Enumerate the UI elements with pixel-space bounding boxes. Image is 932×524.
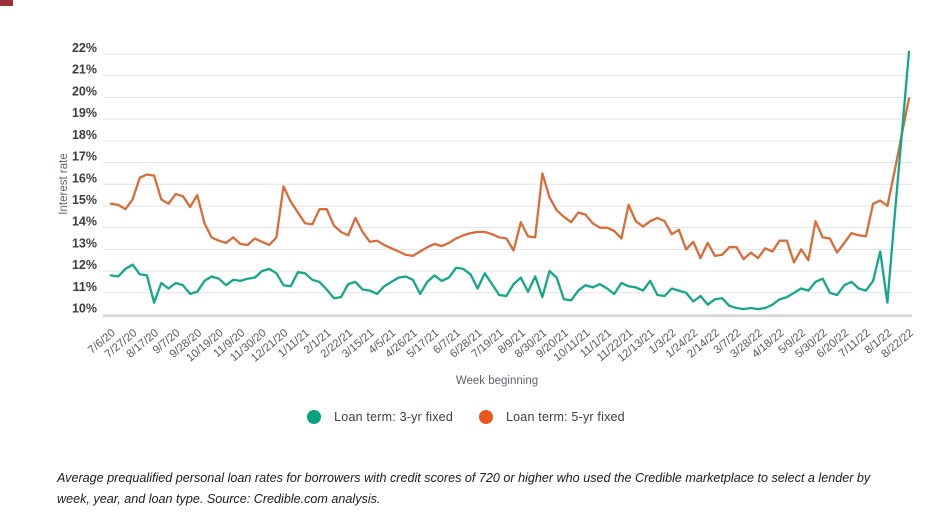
y-tick-label: 17% <box>72 150 97 164</box>
y-tick-label: 11% <box>73 280 97 294</box>
rate-chart: 22%21%20%19%18%17%16%15%14%13%12%11%10%7… <box>58 41 916 387</box>
legend-item-3yr: Loan term: 3-yr fixed <box>307 410 453 424</box>
y-axis-title: Interest rate <box>58 153 70 214</box>
y-tick-label: 13% <box>72 236 97 250</box>
y-tick-label: 12% <box>72 258 97 272</box>
legend-label-3yr: Loan term: 3-yr fixed <box>334 410 453 424</box>
y-tick-label: 20% <box>72 84 97 98</box>
legend-dot-5yr-icon <box>479 410 493 424</box>
y-tick-label: 14% <box>72 215 97 229</box>
chart-legend: Loan term: 3-yr fixed Loan term: 5-yr fi… <box>0 410 932 424</box>
x-axis-title: Week beginning <box>456 375 538 387</box>
y-tick-label: 10% <box>72 302 97 316</box>
y-tick-label: 16% <box>72 171 97 185</box>
legend-dot-3yr-icon <box>307 410 322 424</box>
legend-label-5yr: Loan term: 5-yr fixed <box>506 410 625 424</box>
y-tick-label: 22% <box>72 41 97 55</box>
y-tick-label: 19% <box>72 106 97 120</box>
y-tick-label: 15% <box>72 193 97 207</box>
chart-caption: Average prequalified personal loan rates… <box>57 470 871 506</box>
crop-artifact-mark <box>0 0 13 6</box>
y-tick-label: 21% <box>72 63 97 77</box>
y-tick-label: 18% <box>72 128 97 142</box>
series-line-5yr <box>109 97 911 264</box>
series-line-3yr <box>109 50 911 311</box>
legend-item-5yr: Loan term: 5-yr fixed <box>479 410 625 424</box>
